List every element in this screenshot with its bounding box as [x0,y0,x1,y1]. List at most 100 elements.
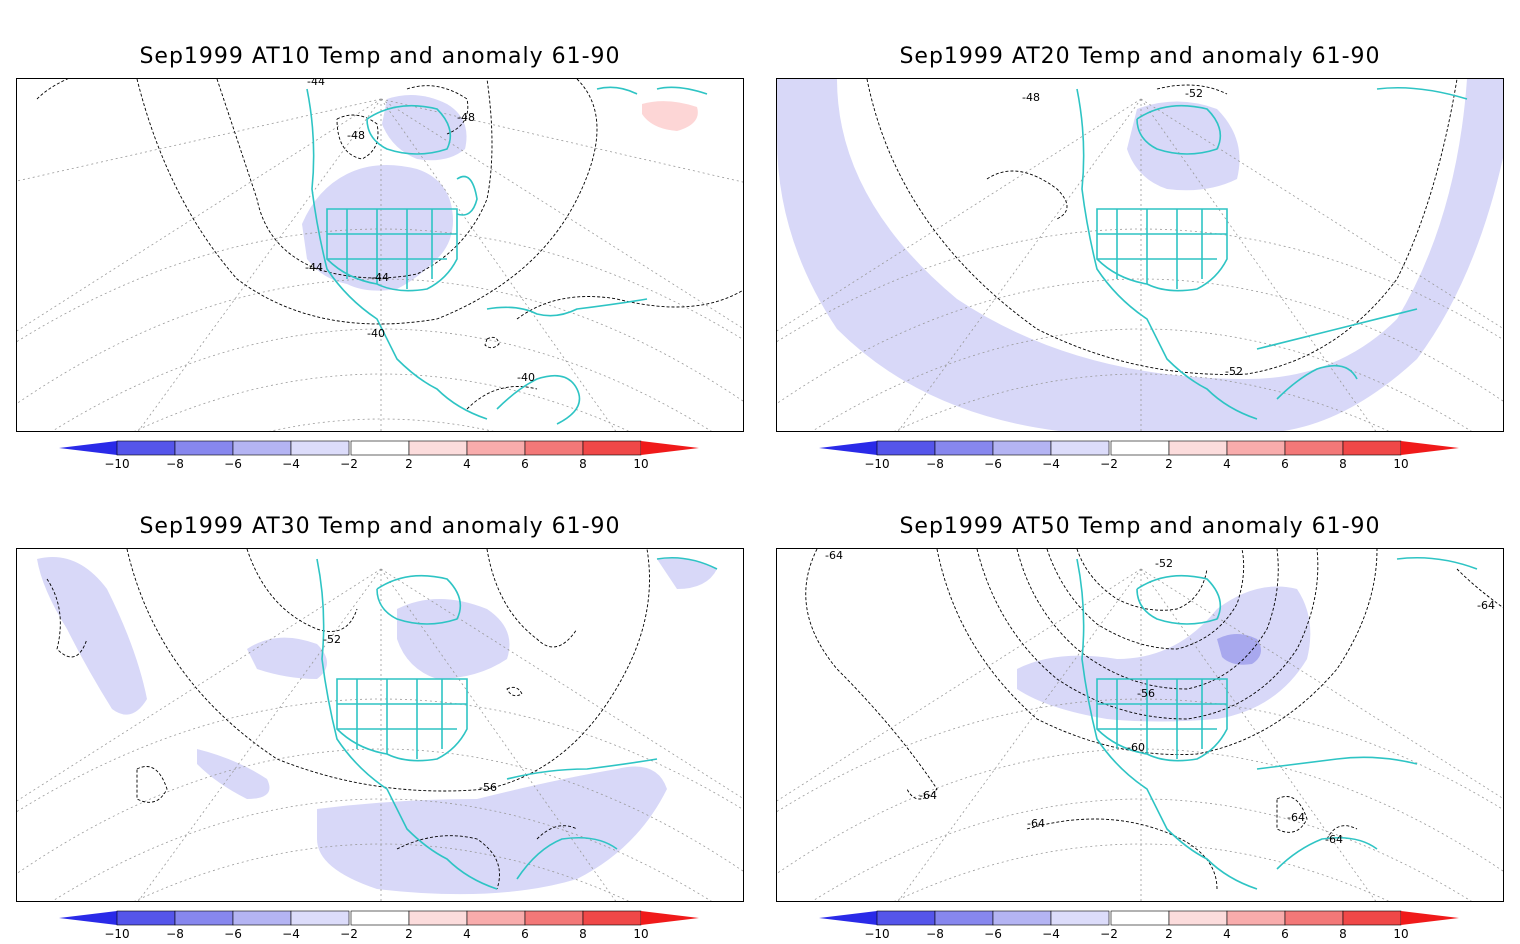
panel-2-title: Sep1999 AT20 Temp and anomaly 61-90 [899,44,1381,69]
colorbar-label: 8 [579,927,587,941]
anomaly-region-negative [247,637,327,679]
colorbar-swatch [992,440,1052,456]
colorbar-swatch [1110,440,1170,456]
panel-2-map-svg: -48 -52 -52 [777,79,1503,431]
coastlines [316,556,718,890]
panel-4-colorbar: −10 −8 −6 −4 −2 2 4 6 8 10 [819,910,1461,944]
panel-3-title: Sep1999 AT30 Temp and anomaly 61-90 [139,514,621,539]
colorbar-swatch [116,440,176,456]
anomaly-region-negative [197,749,270,799]
contour-label: -48 [347,129,365,142]
colorbar-label: −4 [1042,927,1060,941]
colorbar-swatch [1050,910,1110,926]
panel-2-map: -48 -52 -52 [776,78,1504,432]
anomaly-region-negative [317,766,667,895]
contour-label: -44 [305,261,323,274]
contour-label: -64 [825,549,843,562]
colorbar-label: −4 [282,927,300,941]
panel-3-colorbar: −10 −8 −6 −4 −2 2 4 6 8 10 [59,910,701,944]
contour-label: -56 [1137,687,1155,700]
colorbar-label: −10 [104,457,130,471]
colorbar-swatches [819,910,1459,926]
colorbar-swatch [1284,910,1344,926]
colorbar-swatch [819,441,877,455]
coastlines [1076,87,1468,420]
contour-label: -44 [307,79,325,88]
colorbar-swatch [466,910,526,926]
colorbar-label: 2 [1165,927,1173,941]
panel-1-map: -44 -48 -48 -44 -44 -40 -40 [16,78,744,432]
colorbar-label: −8 [926,457,944,471]
colorbar-swatch [641,911,699,925]
colorbar-swatch [1342,910,1402,926]
contour-label: -64 [1325,833,1343,846]
panel-3-map-svg: -52 -56 [17,549,743,901]
colorbar-label: −6 [224,927,242,941]
contour-label: -40 [367,327,385,340]
colorbar-swatch [116,910,176,926]
contour-label: -52 [1155,557,1173,570]
panel-2-colorbar: −10 −8 −6 −4 −2 2 4 6 8 10 [819,440,1461,474]
contour-label: -52 [1225,365,1243,378]
colorbar-swatch [524,440,584,456]
colorbar-swatch [1168,440,1228,456]
anomaly-region-negative [657,557,717,589]
colorbar-swatch [59,441,117,455]
latlon-grid [17,568,743,901]
colorbar-label: −8 [166,927,184,941]
colorbar-swatch [1226,440,1286,456]
panel-4-map: -64 -52 -64 -56 -60 -64 -64 -64 -64 [776,548,1504,902]
anomaly-region-negative-strong [1217,634,1261,665]
coastlines [1076,557,1478,890]
colorbar-label: 4 [463,457,471,471]
colorbar-swatch [582,910,642,926]
colorbar-swatch [1401,911,1459,925]
colorbar-swatch [1342,440,1402,456]
panel-1-title: Sep1999 AT10 Temp and anomaly 61-90 [139,44,621,69]
colorbar-label: −2 [340,457,358,471]
colorbar-label: 4 [1223,457,1231,471]
colorbar-swatches [819,440,1459,456]
colorbar-label: 2 [405,927,413,941]
colorbar-swatch [582,440,642,456]
colorbar-label: 10 [633,927,649,941]
contour-label: -52 [323,633,341,646]
temperature-contours [46,549,650,890]
panel-4-title: Sep1999 AT50 Temp and anomaly 61-90 [899,514,1381,539]
colorbar-label: −6 [984,457,1002,471]
colorbar-swatch [1168,910,1228,926]
contour-label: -64 [1287,811,1305,824]
colorbar-swatch [1110,910,1170,926]
colorbar-swatch [290,440,350,456]
colorbar-label: −10 [104,927,130,941]
anomaly-region-negative [1127,101,1240,191]
colorbar-label: 6 [1281,457,1289,471]
contour-label: -40 [517,371,535,384]
temperature-contours [866,79,1458,375]
latlon-grid [777,568,1503,901]
colorbar-label: −8 [926,927,944,941]
panel-3-map: -52 -56 [16,548,744,902]
colorbar-label: 4 [1223,927,1231,941]
colorbar-swatch [1226,910,1286,926]
contour-label: -56 [479,781,497,794]
colorbar-swatch [350,440,410,456]
colorbar-label: 10 [633,457,649,471]
colorbar-label: 8 [1339,457,1347,471]
colorbar-swatch [59,911,117,925]
colorbar-swatch [934,440,994,456]
colorbar-swatch [876,910,936,926]
contour-label: -52 [1185,87,1203,100]
colorbar-label: 4 [463,927,471,941]
colorbar-swatch [232,440,292,456]
colorbar-swatches [59,910,699,926]
coastlines [306,86,708,425]
contour-label: -64 [1027,817,1045,830]
contour-label: -64 [1477,599,1495,612]
colorbar-swatch [290,910,350,926]
latlon-grid [777,98,1503,431]
contour-label: -64 [919,789,937,802]
colorbar-swatch [174,910,234,926]
temperature-contours [805,549,1503,890]
colorbar-label: −8 [166,457,184,471]
